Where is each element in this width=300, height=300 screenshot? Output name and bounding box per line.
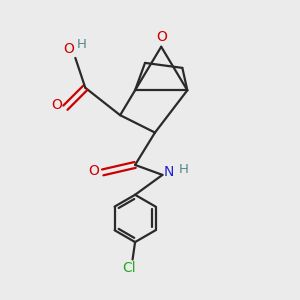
Text: H: H — [179, 164, 188, 176]
Text: N: N — [164, 165, 174, 179]
Text: O: O — [156, 30, 167, 44]
Text: Cl: Cl — [122, 261, 136, 275]
Text: O: O — [51, 98, 62, 112]
Text: O: O — [88, 164, 99, 178]
Text: O: O — [64, 42, 75, 56]
Text: H: H — [76, 38, 86, 51]
